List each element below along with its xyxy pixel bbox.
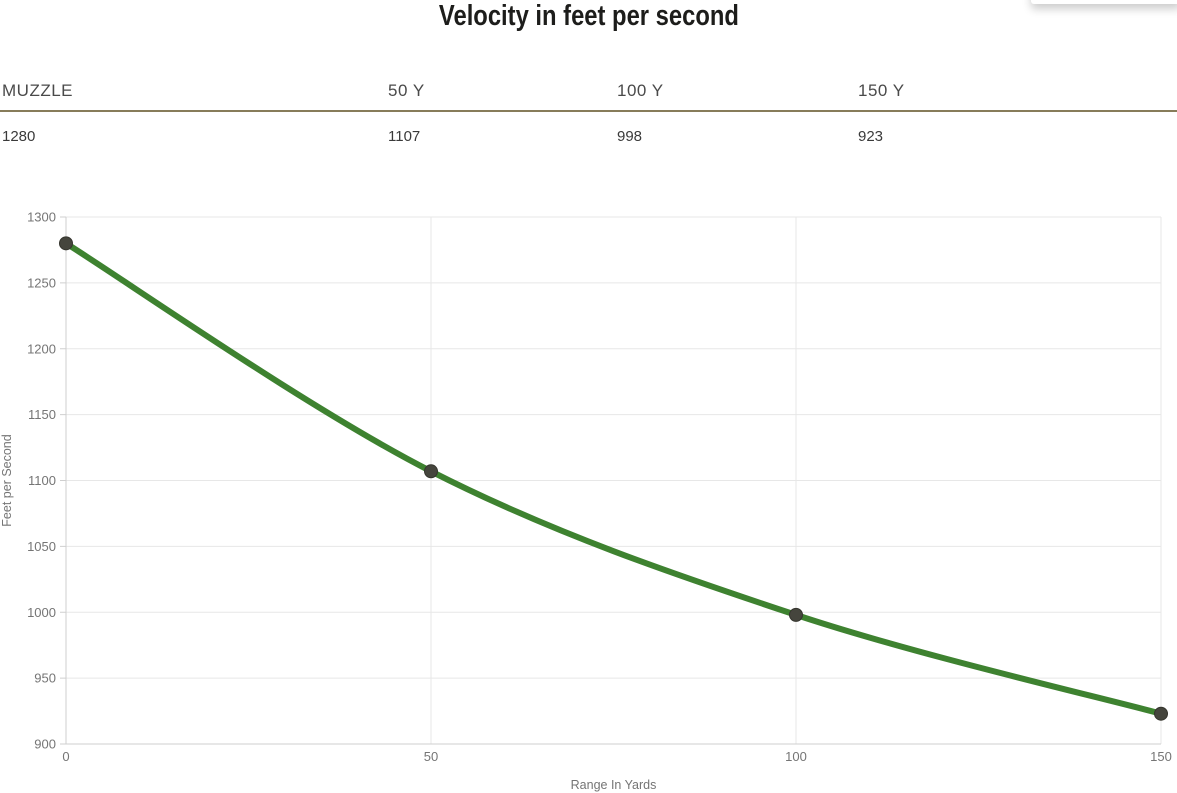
- y-tick-label: 950: [34, 671, 56, 686]
- table-value-row: 1280 1107 998 923: [0, 112, 1177, 146]
- value-50y: 1107: [388, 128, 421, 145]
- y-tick-label: 1250: [27, 275, 56, 290]
- data-point-marker[interactable]: [424, 464, 438, 479]
- y-tick-label: 1150: [28, 407, 56, 422]
- column-header-50y: 50 Y: [388, 81, 425, 100]
- top-right-panel-shadow: [1031, 0, 1177, 4]
- velocity-line-series: [63, 240, 1164, 717]
- data-point-marker[interactable]: [59, 236, 73, 251]
- x-tick-label: 0: [62, 749, 69, 764]
- table-header-row: MUZZLE 50 Y 100 Y 150 Y: [0, 81, 1177, 112]
- column-header-muzzle: MUZZLE: [2, 81, 73, 100]
- value-100y: 998: [617, 128, 643, 145]
- y-tick-label: 1200: [27, 341, 56, 356]
- column-header-100y: 100 Y: [617, 81, 664, 100]
- data-point-marker[interactable]: [1154, 706, 1168, 721]
- y-axis-title: Feet per Second: [0, 434, 14, 526]
- x-tick-label: 150: [1150, 749, 1172, 764]
- x-tick-label: 100: [785, 749, 807, 764]
- page-title-wrap: Velocity in feet per second: [0, 0, 1177, 33]
- value-muzzle: 1280: [2, 128, 36, 145]
- velocity-chart-svg: 900 950 1000 1050 1100 1150 1200 1250 1300 0 50 100…: [0, 210, 1172, 793]
- column-header-150y: 150 Y: [858, 81, 905, 100]
- velocity-table: MUZZLE 50 Y 100 Y 150 Y 1280 1107 998 92…: [0, 81, 1177, 146]
- page-title: Velocity in feet per second: [438, 0, 739, 32]
- x-axis-title: Range In Yards: [571, 778, 657, 792]
- y-tick-label: 1050: [27, 539, 56, 554]
- velocity-chart: 900 950 1000 1050 1100 1150 1200 1250 1300 0 50 100…: [0, 195, 1177, 793]
- data-point-marker[interactable]: [789, 607, 803, 622]
- x-tick-label: 50: [424, 749, 438, 764]
- y-tick-label: 1100: [28, 473, 56, 488]
- y-tick-label: 1000: [27, 605, 56, 620]
- value-150y: 923: [858, 128, 884, 145]
- y-tick-label: 1300: [27, 210, 56, 225]
- y-tick-label: 900: [34, 737, 56, 752]
